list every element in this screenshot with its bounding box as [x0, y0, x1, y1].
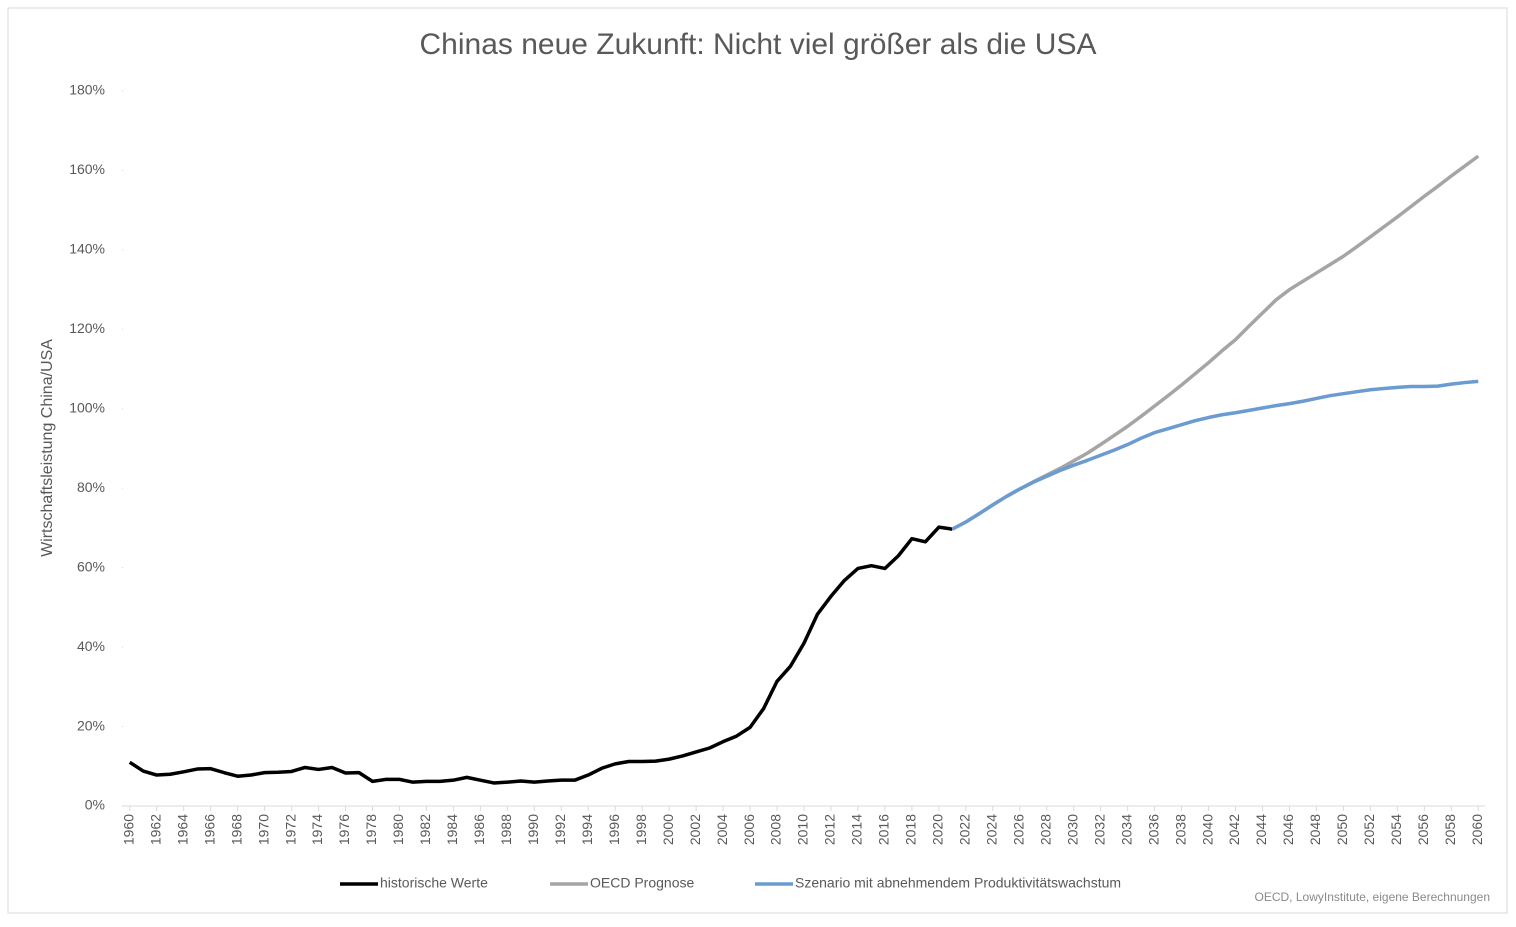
- legend-label: historische Werte: [380, 875, 488, 891]
- x-tick-label: 1988: [498, 814, 514, 845]
- x-tick-label: 1978: [363, 814, 379, 845]
- x-tick-label: 2006: [741, 814, 757, 845]
- x-tick-label: 1986: [471, 814, 487, 845]
- x-tick-label: 1970: [255, 814, 271, 845]
- x-tick-label: 2034: [1118, 814, 1134, 845]
- x-tick-label: 2042: [1226, 814, 1242, 845]
- y-tick-label: 140%: [69, 241, 105, 257]
- x-tick-label: 2004: [714, 814, 730, 845]
- x-tick-label: 2000: [660, 814, 676, 845]
- x-tick-label: 2056: [1415, 814, 1431, 845]
- x-tick-label: 2046: [1280, 814, 1296, 845]
- x-tick-label: 2002: [687, 814, 703, 845]
- x-tick-label: 2044: [1253, 814, 1269, 845]
- y-tick-label: 0%: [85, 797, 105, 813]
- x-tick-label: 2032: [1091, 814, 1107, 845]
- x-tick-label: 1990: [525, 814, 541, 845]
- x-tick-label: 1962: [147, 814, 163, 845]
- legend-label: OECD Prognose: [590, 875, 694, 891]
- x-tick-label: 2030: [1064, 814, 1080, 845]
- x-tick-label: 2016: [876, 814, 892, 845]
- y-tick-label: 60%: [77, 558, 105, 574]
- x-tick-label: 2058: [1442, 814, 1458, 845]
- x-tick-label: 1966: [201, 814, 217, 845]
- x-tick-label: 1976: [336, 814, 352, 845]
- y-tick-label: 160%: [69, 161, 105, 177]
- x-tick-label: 2012: [822, 814, 838, 845]
- x-tick-label: 2048: [1307, 814, 1323, 845]
- x-tick-label: 2054: [1388, 814, 1404, 845]
- x-tick-label: 1992: [552, 814, 568, 845]
- x-tick-label: 1984: [444, 814, 460, 845]
- x-tick-label: 1974: [309, 814, 325, 845]
- x-tick-label: 2014: [849, 814, 865, 845]
- x-tick-label: 2028: [1037, 814, 1053, 845]
- x-tick-label: 2060: [1469, 814, 1485, 845]
- y-tick-label: 80%: [77, 479, 105, 495]
- x-tick-label: 2040: [1199, 814, 1215, 845]
- x-tick-label: 1972: [282, 814, 298, 845]
- y-tick-label: 100%: [69, 399, 105, 415]
- x-tick-label: 1996: [606, 814, 622, 845]
- y-axis-label: Wirtschaftsleistung China/USA: [39, 339, 56, 557]
- x-tick-label: 2052: [1361, 814, 1377, 845]
- legend-label: Szenario mit abnehmendem Produktivitätsw…: [795, 875, 1121, 891]
- x-tick-label: 2010: [795, 814, 811, 845]
- x-tick-label: 2050: [1334, 814, 1350, 845]
- x-tick-label: 1998: [633, 814, 649, 845]
- chart-title: Chinas neue Zukunft: Nicht viel größer a…: [420, 28, 1097, 61]
- x-tick-label: 1968: [228, 814, 244, 845]
- y-tick-label: 120%: [69, 320, 105, 336]
- x-tick-label: 1980: [390, 814, 406, 845]
- x-tick-label: 2018: [903, 814, 919, 845]
- line-series: [128, 525, 953, 785]
- x-tick-label: 1964: [174, 814, 190, 845]
- x-tick-label: 2026: [1010, 814, 1026, 845]
- chart-border: [7, 7, 1508, 914]
- x-tick-label: 2036: [1145, 814, 1161, 845]
- x-tick-label: 2008: [768, 814, 784, 845]
- x-tick-label: 1994: [579, 814, 595, 845]
- x-tick-label: 2024: [983, 814, 999, 845]
- y-tick-label: 40%: [77, 638, 105, 654]
- y-tick-label: 20%: [77, 717, 105, 733]
- x-tick-label: 2020: [930, 814, 946, 845]
- x-tick-label: 1960: [120, 814, 136, 845]
- y-tick-label: 180%: [69, 82, 105, 98]
- line-series: [951, 379, 1479, 531]
- source-note: OECD, LowyInstitute, eigene Berechnungen: [1255, 890, 1490, 904]
- x-tick-label: 2022: [957, 814, 973, 845]
- x-tick-label: 2038: [1172, 814, 1188, 845]
- x-tick-label: 1982: [417, 814, 433, 845]
